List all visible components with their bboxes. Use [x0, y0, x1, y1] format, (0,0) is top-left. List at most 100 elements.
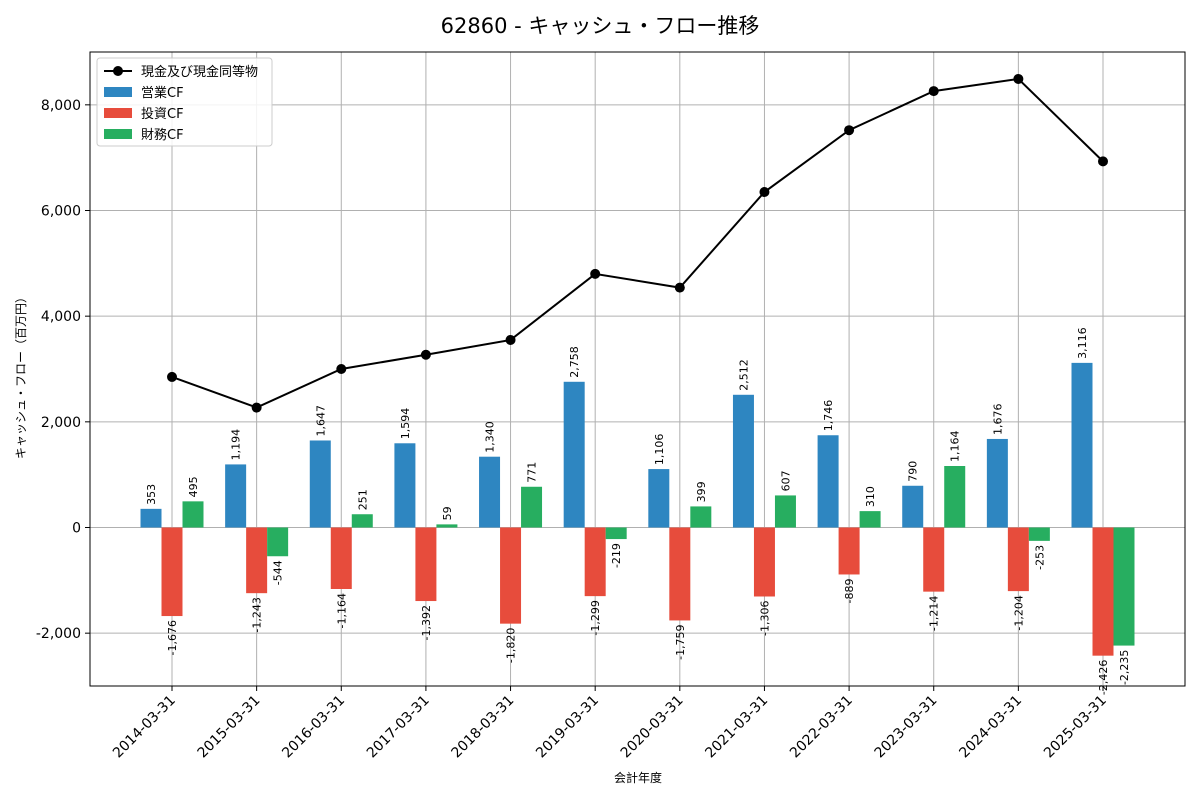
cash-line-point [251, 402, 262, 413]
bar-value-label: -1,164 [335, 593, 348, 628]
bar [436, 524, 458, 528]
bar [944, 466, 966, 528]
bar-value-label: 59 [441, 506, 454, 520]
bar-value-label: 495 [187, 476, 200, 497]
bar [225, 464, 247, 528]
cash-line-point [844, 125, 855, 136]
bar [774, 495, 796, 528]
cash-line-point [928, 86, 939, 97]
y-tick-label: 8,000 [41, 98, 81, 114]
bar-value-label: 1,676 [991, 403, 1004, 435]
bar [690, 506, 712, 528]
cash-line-point [1013, 73, 1024, 84]
legend-box [96, 57, 273, 147]
bar [1007, 527, 1029, 592]
bar [584, 527, 606, 597]
bar [1028, 527, 1050, 541]
x-tick-label: 2014-03-31 [110, 693, 179, 762]
bar-value-label: 1,746 [822, 400, 835, 432]
bar [1113, 527, 1135, 646]
bar-value-label: -1,759 [674, 624, 687, 659]
legend-marker [113, 66, 123, 76]
bar [859, 511, 881, 528]
chart-title: 62860 - キャッシュ・フロー推移 [441, 14, 760, 38]
bar-value-label: 399 [695, 481, 708, 502]
bar-value-label: -1,299 [589, 600, 602, 635]
legend-label: 現金及び現金同等物 [141, 64, 258, 80]
bar [563, 381, 585, 528]
bar-value-label: 251 [356, 489, 369, 510]
legend-label: 営業CF [141, 85, 184, 101]
legend-swatch [104, 87, 132, 97]
bar [1092, 527, 1114, 656]
bar [394, 443, 416, 528]
bar [415, 527, 437, 602]
bar-value-label: -1,676 [166, 620, 179, 655]
bar [817, 435, 839, 528]
cash-line-point [1098, 156, 1108, 167]
cash-line-point [759, 187, 770, 198]
cash-line-point [590, 268, 601, 279]
x-tick-label: 2019-03-31 [533, 693, 602, 762]
bar [140, 508, 162, 528]
cash-line-point [674, 282, 685, 293]
cash-line-point [167, 371, 177, 382]
x-tick-label: 2015-03-31 [195, 693, 264, 762]
bar [521, 486, 543, 528]
bar-value-label: 3,116 [1076, 327, 1089, 359]
cash-line [167, 73, 1108, 413]
legend-swatch [104, 129, 132, 139]
x-tick-label: 2024-03-31 [956, 693, 1025, 762]
y-tick-label: 4,000 [41, 309, 81, 325]
bar [267, 527, 289, 557]
bar-value-label: -1,392 [420, 605, 433, 640]
bar-value-label: -1,204 [1012, 595, 1025, 630]
bar-value-label: -544 [272, 560, 285, 585]
x-tick-label: 2022-03-31 [787, 693, 856, 762]
bar-value-label: -219 [610, 543, 623, 568]
bar [479, 456, 501, 528]
x-tick-label: 2023-03-31 [872, 693, 941, 762]
bar-value-label: 1,647 [314, 405, 327, 437]
bar-value-label: -2,235 [1118, 650, 1131, 685]
bar [669, 527, 691, 621]
bar-value-label: -1,306 [758, 601, 771, 636]
y-axis-label: キャッシュ・フロー（百万円） [14, 291, 28, 459]
bar [161, 527, 183, 617]
bar-value-label: 1,194 [230, 429, 243, 461]
bar-value-label: 353 [145, 484, 158, 505]
bar-value-label: 310 [864, 486, 877, 507]
bar [986, 438, 1008, 528]
bar-value-label: 790 [907, 461, 920, 482]
bar [309, 440, 331, 528]
y-tick-label: 0 [72, 521, 81, 537]
cash-line-path [171, 77, 1104, 409]
bar-value-label: 2,512 [737, 359, 750, 391]
cash-line-point [336, 364, 347, 374]
bar-value-label: -1,214 [928, 596, 941, 631]
bar [838, 527, 860, 575]
cash-line-point [505, 334, 516, 345]
legend-label: 投資CF [141, 106, 184, 122]
bar [330, 527, 352, 589]
bar-value-label: 1,594 [399, 408, 412, 440]
legend-label: 財務CF [141, 128, 184, 143]
bar [500, 527, 522, 624]
x-tick-label: 2017-03-31 [364, 693, 433, 762]
bar-value-label: 607 [779, 470, 792, 491]
bar-value-label: 1,340 [484, 421, 497, 453]
plot-frame [89, 51, 1186, 687]
y-tick-label: -2,000 [36, 626, 81, 642]
y-tick-label: 6,000 [41, 204, 81, 220]
bar-value-label: -1,820 [505, 628, 518, 663]
bar [246, 527, 268, 594]
bars [140, 362, 1135, 656]
x-tick-label: 2020-03-31 [618, 693, 687, 762]
bar-value-label: -1,243 [251, 597, 264, 632]
bar [732, 394, 754, 528]
bar [923, 527, 945, 592]
bar [1071, 362, 1093, 528]
